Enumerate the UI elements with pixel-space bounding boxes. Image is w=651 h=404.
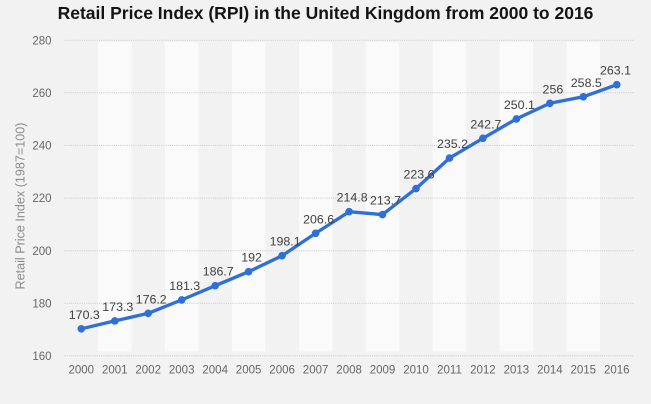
svg-text:280: 280 — [32, 35, 51, 47]
svg-text:240: 240 — [32, 141, 51, 153]
svg-text:173.3: 173.3 — [102, 300, 133, 314]
svg-text:2004: 2004 — [202, 365, 228, 377]
svg-text:Retail Price Index (1987=100): Retail Price Index (1987=100) — [14, 123, 28, 290]
svg-text:198.1: 198.1 — [270, 235, 301, 249]
svg-text:206.6: 206.6 — [303, 212, 334, 226]
svg-text:2006: 2006 — [269, 365, 295, 377]
svg-text:2003: 2003 — [169, 365, 195, 377]
svg-text:2008: 2008 — [336, 365, 362, 377]
svg-text:192: 192 — [241, 251, 262, 265]
svg-text:213.7: 213.7 — [370, 194, 401, 208]
svg-text:2011: 2011 — [437, 365, 462, 377]
svg-text:258.5: 258.5 — [571, 76, 602, 90]
svg-text:2002: 2002 — [135, 365, 161, 377]
svg-text:160: 160 — [32, 351, 51, 363]
svg-text:220: 220 — [32, 193, 51, 205]
svg-text:250.1: 250.1 — [504, 98, 535, 112]
svg-text:2001: 2001 — [102, 365, 128, 377]
svg-text:214.8: 214.8 — [337, 191, 368, 205]
svg-text:Retail Price Index (RPI) in th: Retail Price Index (RPI) in the United K… — [58, 3, 594, 23]
svg-text:2012: 2012 — [470, 365, 496, 377]
svg-text:263.1: 263.1 — [600, 64, 631, 78]
svg-text:223.6: 223.6 — [403, 168, 434, 182]
svg-text:235.2: 235.2 — [437, 137, 468, 151]
svg-text:2015: 2015 — [571, 365, 597, 377]
svg-text:2009: 2009 — [370, 365, 396, 377]
svg-text:2014: 2014 — [537, 365, 563, 377]
svg-text:170.3: 170.3 — [69, 308, 100, 322]
svg-text:260: 260 — [32, 88, 51, 100]
svg-text:176.2: 176.2 — [136, 292, 167, 306]
svg-text:186.7: 186.7 — [203, 265, 234, 279]
svg-text:2005: 2005 — [236, 365, 262, 377]
svg-text:200: 200 — [32, 246, 51, 258]
svg-text:2016: 2016 — [604, 365, 630, 377]
svg-text:242.7: 242.7 — [470, 117, 501, 131]
svg-text:256: 256 — [543, 82, 564, 96]
svg-text:2007: 2007 — [303, 365, 329, 377]
svg-text:181.3: 181.3 — [169, 279, 200, 293]
svg-text:2010: 2010 — [403, 365, 429, 377]
svg-text:2000: 2000 — [69, 365, 95, 377]
svg-text:2013: 2013 — [504, 365, 530, 377]
svg-text:180: 180 — [32, 298, 51, 310]
